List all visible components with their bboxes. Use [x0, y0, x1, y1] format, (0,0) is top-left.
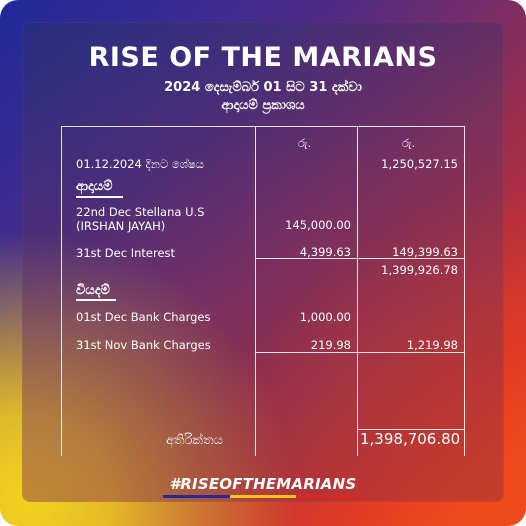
page-title: RISE OF THE MARIANS	[88, 42, 438, 73]
table-right-border	[464, 126, 465, 456]
expense-total-rule	[255, 352, 465, 353]
expense-item-label: 01st Dec Bank Charges	[76, 310, 211, 324]
expense-heading: වියදම්	[76, 283, 110, 298]
opening-balance-label: 01.12.2024 දිනට ශේෂය	[76, 157, 204, 171]
income-item-label-sub: (IRSHAN JAYAH)	[76, 219, 166, 233]
income-item-label: 22nd Dec Stellana U.S	[76, 205, 205, 219]
expense-item-label: 31st Nov Bank Charges	[76, 338, 211, 352]
expense-heading-underline	[76, 299, 116, 301]
statement-type-subtitle: ආදායම් ප්‍රකාශය	[221, 98, 305, 113]
table-left-border	[61, 126, 62, 456]
stripe-red	[296, 495, 363, 498]
income-heading-underline	[76, 196, 123, 198]
currency-header-col2: රු.	[402, 136, 416, 150]
balance-value: 1,398,706.80	[360, 430, 461, 448]
subtotal-value: 1,399,926.78	[381, 263, 458, 277]
income-total-value: 149,399.63	[392, 245, 458, 259]
expense-item-amount: 219.98	[310, 338, 351, 352]
stripe-yellow	[230, 495, 296, 498]
income-total-rule	[255, 258, 465, 259]
income-item-amount: 145,000.00	[285, 218, 351, 232]
table-top-border	[61, 126, 465, 127]
column-divider-2	[357, 126, 358, 456]
stripe-blue	[163, 495, 230, 498]
expense-total-value: 1,219.98	[406, 338, 458, 352]
balance-label: අතිරික්තය	[166, 433, 223, 448]
currency-header-col1: රු.	[298, 136, 312, 150]
hashtag-text: #RISEOFTHEMARIANS	[169, 475, 357, 493]
opening-balance-value: 1,250,527.15	[381, 157, 458, 171]
income-item-label: 31st Dec Interest	[76, 246, 176, 260]
content-panel	[22, 22, 504, 502]
balance-top-rule	[357, 429, 465, 430]
income-heading: ආදායම්	[76, 179, 113, 194]
income-item-amount: 4,399.63	[299, 245, 351, 259]
date-range-subtitle: 2024 දෙසැම්බර් 01 සිට 31 දක්වා	[164, 80, 362, 95]
expense-item-amount: 1,000.00	[299, 310, 351, 324]
column-divider-1	[255, 126, 256, 456]
